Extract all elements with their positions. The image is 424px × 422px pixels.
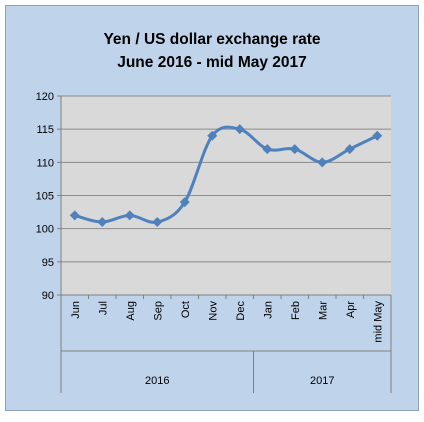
data-series: [69, 124, 383, 228]
data-point-marker: [124, 210, 135, 221]
data-point-marker: [97, 217, 108, 228]
y-tick-label: 105: [36, 191, 54, 203]
x-tick-label: Feb: [290, 301, 302, 320]
y-tick-label: 120: [36, 91, 54, 103]
data-point-marker: [234, 124, 245, 135]
y-tick-label: 100: [36, 224, 54, 236]
x-tick-label: Mar: [317, 301, 329, 320]
chart-title-line-1: Yen / US dollar exchange rate: [103, 31, 320, 48]
chart-title-line-2: June 2016 - mid May 2017: [117, 54, 307, 71]
data-point-marker: [152, 217, 163, 228]
data-point-marker: [317, 157, 328, 168]
data-point-marker: [207, 130, 218, 141]
x-axis-tick-labels: Jun Jul Aug Sep Oct Nov Dec Jan Feb Mar Apr mid May: [70, 301, 385, 343]
y-tick-label: 115: [36, 124, 54, 136]
data-point-marker: [262, 144, 273, 155]
chart-frame: Yen / US dollar exchange rate June 2016 …: [5, 5, 419, 411]
data-point-marker: [179, 197, 190, 208]
x-tick-label: Dec: [235, 301, 247, 321]
y-tick-label: 110: [36, 157, 54, 169]
x-tick-label: Oct: [180, 301, 192, 318]
x-tick-label: Jan: [262, 301, 274, 319]
chart-svg: Yen / US dollar exchange rate June 2016 …: [36, 31, 392, 393]
x-tick-label: Jun: [70, 301, 82, 319]
x-tick-label: Nov: [207, 301, 219, 321]
year-group-label: 2016: [145, 375, 169, 387]
data-point-marker: [372, 130, 383, 141]
x-tick-label: Apr: [345, 301, 357, 318]
axes: [60, 96, 392, 393]
data-point-marker: [289, 144, 300, 155]
x-axis-year-groups: 2016 2017: [145, 375, 334, 387]
y-tick-label: 90: [42, 290, 54, 302]
year-group-label: 2017: [310, 375, 334, 387]
x-tick-label: mid May: [372, 301, 384, 343]
x-tick-label: Aug: [125, 301, 137, 321]
x-tick-label: Jul: [97, 301, 109, 315]
x-tick-label: Sep: [152, 301, 164, 321]
data-point-marker: [344, 144, 355, 155]
y-tick-label: 95: [42, 257, 54, 269]
y-axis-tick-labels: 90 95 100 105 110 115 120: [36, 91, 54, 302]
data-point-marker: [69, 210, 80, 221]
